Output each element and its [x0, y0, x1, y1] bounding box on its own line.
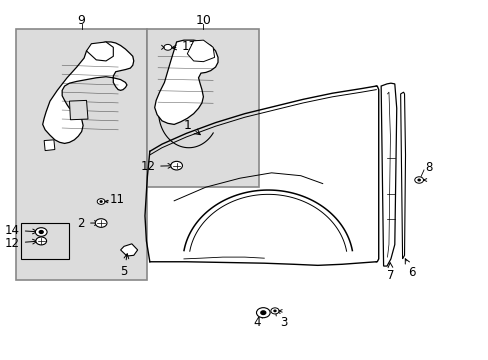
Circle shape — [163, 44, 171, 50]
Circle shape — [100, 201, 102, 202]
Text: 4: 4 — [252, 313, 262, 329]
Circle shape — [270, 308, 279, 314]
Polygon shape — [44, 140, 55, 150]
Text: 2: 2 — [78, 216, 99, 230]
Text: 6: 6 — [405, 259, 415, 279]
Circle shape — [95, 219, 107, 227]
Text: 13: 13 — [171, 40, 196, 53]
Text: 10: 10 — [195, 14, 211, 27]
Circle shape — [256, 308, 269, 318]
Polygon shape — [69, 100, 88, 120]
Circle shape — [39, 230, 43, 233]
Circle shape — [417, 179, 419, 181]
Circle shape — [35, 228, 47, 236]
Circle shape — [97, 199, 105, 204]
Circle shape — [273, 310, 275, 312]
Text: 9: 9 — [78, 14, 85, 27]
Text: 7: 7 — [386, 263, 394, 282]
Text: 3: 3 — [275, 311, 286, 329]
Polygon shape — [187, 40, 214, 62]
Text: 12: 12 — [5, 237, 37, 249]
Circle shape — [170, 161, 182, 170]
Polygon shape — [42, 42, 134, 143]
Circle shape — [260, 311, 265, 315]
Polygon shape — [400, 92, 405, 259]
Text: 1: 1 — [183, 119, 191, 132]
Polygon shape — [380, 83, 396, 266]
Text: 8: 8 — [424, 161, 431, 174]
Circle shape — [36, 237, 46, 245]
Circle shape — [414, 177, 423, 183]
Bar — [20, 223, 69, 259]
Polygon shape — [154, 40, 218, 125]
Bar — [16, 30, 147, 280]
Text: 14: 14 — [5, 224, 37, 237]
Polygon shape — [86, 42, 113, 61]
Text: 11: 11 — [109, 193, 124, 206]
Polygon shape — [121, 244, 138, 256]
Bar — [147, 30, 259, 187]
Text: 12: 12 — [140, 160, 172, 173]
Text: 5: 5 — [120, 254, 128, 278]
